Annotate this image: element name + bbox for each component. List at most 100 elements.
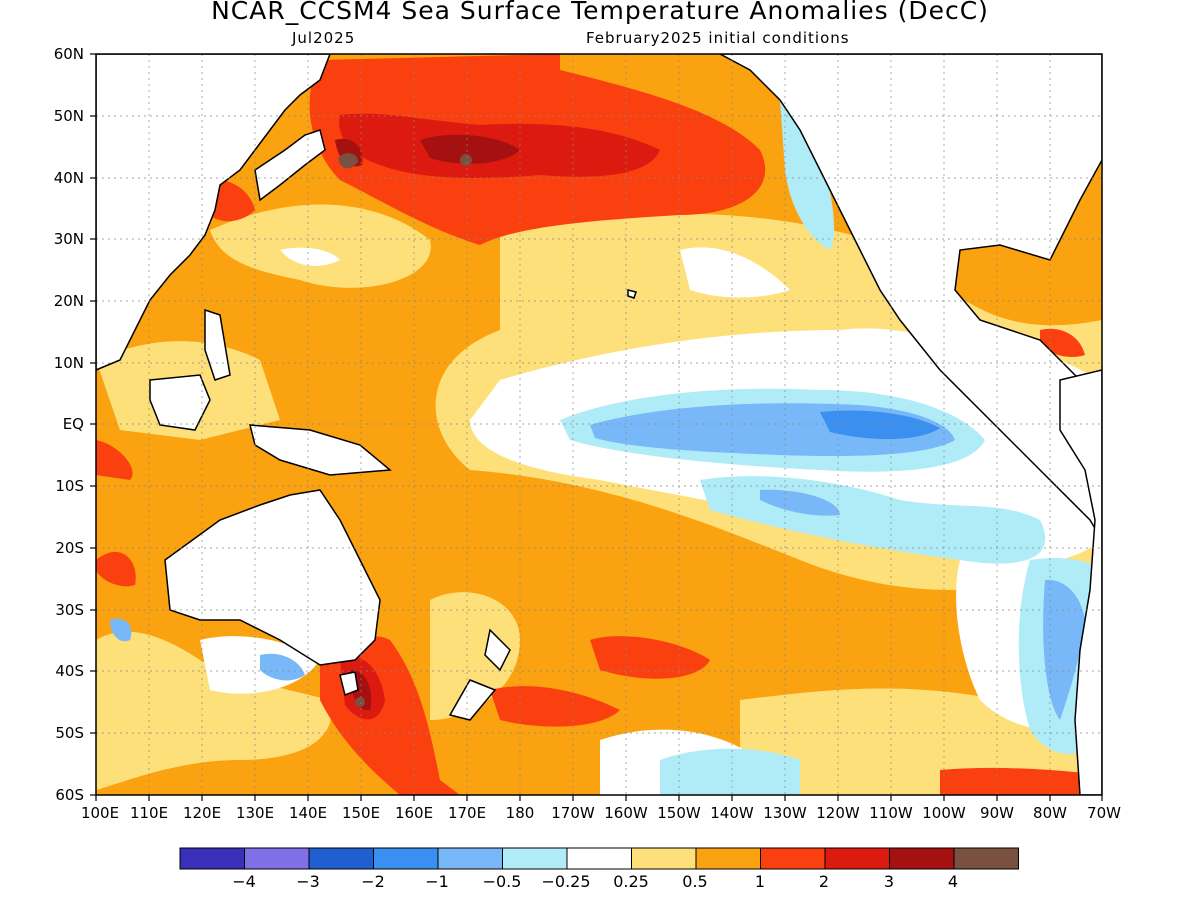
colorbar-swatch: [953, 847, 1019, 870]
lat-label: 50S: [55, 724, 84, 742]
australia-landmass: [164, 489, 381, 666]
colorbar-label: 2: [818, 872, 830, 891]
cool-anomaly: [260, 653, 305, 681]
warm-anomaly: [590, 636, 710, 679]
colorbar-label: 3: [883, 872, 895, 891]
colorbar-swatch: [308, 847, 374, 870]
colorbar-swatch: [631, 847, 697, 870]
lon-label: 110W: [869, 804, 913, 822]
colorbar-swatch: [824, 847, 890, 870]
colorbar-label: −0.5: [482, 872, 522, 891]
colorbar-swatch: [760, 847, 826, 870]
neutral-region: [280, 247, 340, 266]
warm-anomaly: [96, 551, 136, 587]
borneo-island: [149, 374, 211, 431]
colorbar-label: 4: [947, 872, 959, 891]
colorbar-swatch: [566, 847, 632, 870]
lat-label: 20N: [53, 292, 84, 310]
forecast-month: Jul2025: [292, 29, 356, 47]
map-title: NCAR_CCSM4 Sea Surface Temperature Anoma…: [211, 0, 989, 25]
lon-label: 100W: [922, 804, 966, 822]
cool-anomaly: [820, 410, 940, 440]
cool-anomaly: [760, 489, 840, 516]
lon-label: 160W: [604, 804, 648, 822]
lon-label: 160E: [394, 804, 434, 822]
neutral-region: [680, 247, 790, 298]
warm-anomaly: [1040, 328, 1085, 357]
light-warm-region: [210, 204, 431, 288]
lon-label: 170E: [447, 804, 487, 822]
lon-label: 110E: [129, 804, 169, 822]
cool-anomaly: [1043, 579, 1085, 720]
colorbar-label: 0.5: [682, 872, 708, 891]
lon-label: 130W: [763, 804, 807, 822]
colorbar-label: −1: [425, 872, 449, 891]
lat-label: 40S: [55, 662, 84, 680]
land: [96, 54, 1102, 795]
lat-label: 30S: [55, 601, 84, 619]
colorbar-swatch: [437, 847, 503, 870]
new-zealand-north: [484, 628, 511, 672]
lat-label: 60S: [55, 786, 84, 804]
lon-label: 90W: [980, 804, 1014, 822]
cool-anomaly: [110, 618, 132, 642]
lon-label: 170W: [551, 804, 595, 822]
colorbar-swatch: [373, 847, 439, 870]
colorbar-swatch: [179, 847, 245, 870]
axis-ticks: [90, 53, 1103, 801]
colorbar-label: −4: [232, 872, 256, 891]
colorbar-swatch: [244, 847, 310, 870]
asia-landmass: [96, 54, 331, 371]
initial-conditions: February2025 initial conditions: [586, 29, 850, 47]
lon-label: 150E: [341, 804, 381, 822]
anomaly-field: [96, 54, 1102, 795]
lat-label: 60N: [53, 45, 84, 63]
lon-label: 120W: [816, 804, 860, 822]
lon-label: 130E: [235, 804, 275, 822]
lon-label: 140E: [288, 804, 328, 822]
warm-anomaly: [940, 767, 1102, 795]
japan-island: [254, 129, 326, 202]
colorbar: [179, 847, 1019, 870]
colorbar-swatch: [889, 847, 955, 870]
lon-label: 150W: [657, 804, 701, 822]
very-strong-warm-anomaly: [420, 134, 520, 164]
lat-label: 30N: [53, 230, 84, 248]
lat-label: 20S: [55, 539, 84, 557]
colorbar-label: −2: [361, 872, 385, 891]
light-warm-region: [96, 631, 332, 790]
south-america-landmass: [1059, 369, 1102, 795]
lon-label: 140W: [710, 804, 754, 822]
lon-label: 180: [505, 804, 535, 822]
warm-anomaly: [96, 440, 133, 480]
colorbar-swatch: [695, 847, 761, 870]
new-guinea-island: [249, 424, 392, 476]
lon-label: 70W: [1087, 804, 1121, 822]
new-zealand-south: [448, 679, 497, 721]
colorbar-label: 0.25: [613, 872, 649, 891]
lon-label: 120E: [182, 804, 222, 822]
lon-label: 80W: [1033, 804, 1067, 822]
extreme-anomaly: [460, 154, 472, 166]
cool-anomaly: [660, 748, 800, 795]
warm-anomaly: [490, 686, 620, 727]
colorbar-label: 1: [754, 872, 766, 891]
lat-label: 10N: [53, 354, 84, 372]
lat-label: 10S: [55, 477, 84, 495]
light-warm-region: [430, 592, 520, 720]
cool-anomaly: [780, 99, 835, 251]
colorbar-label: −3: [296, 872, 320, 891]
extreme-anomaly: [355, 697, 365, 707]
hawaii-islands: [627, 289, 637, 299]
lat-label: EQ: [62, 415, 84, 433]
lat-label: 40N: [53, 169, 84, 187]
extreme-anomaly: [338, 153, 358, 169]
lat-label: 50N: [53, 107, 84, 125]
tasmania-island: [339, 671, 359, 697]
north-america-landmass: [719, 54, 1102, 542]
philippines-island: [204, 308, 231, 381]
lon-label: 100E: [80, 804, 120, 822]
colorbar-label: −0.25: [541, 872, 591, 891]
colorbar-swatch: [502, 847, 568, 870]
